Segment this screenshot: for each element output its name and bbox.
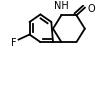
Text: O: O — [87, 4, 95, 14]
Text: F: F — [10, 38, 16, 48]
Text: NH: NH — [54, 1, 69, 11]
